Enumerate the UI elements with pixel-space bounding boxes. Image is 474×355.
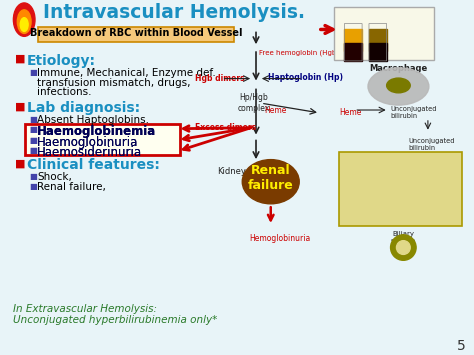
Text: Unconjugated
bilirubin: Unconjugated bilirubin (408, 137, 455, 151)
Text: ■: ■ (29, 136, 37, 144)
Ellipse shape (387, 78, 410, 93)
Text: Heme: Heme (345, 165, 367, 174)
Text: ■: ■ (15, 158, 26, 168)
Text: Hepatocyte: Hepatocyte (345, 155, 394, 164)
Text: Haemoglobinemia: Haemoglobinemia (37, 125, 156, 138)
Circle shape (396, 241, 410, 255)
Text: ■: ■ (29, 172, 37, 181)
Text: Haemosiderinuria: Haemosiderinuria (37, 146, 142, 159)
Text: Haptoglobin (Hp): Haptoglobin (Hp) (268, 73, 343, 82)
Text: Heme: Heme (339, 108, 362, 117)
Text: Renal failure,: Renal failure, (37, 182, 106, 192)
Ellipse shape (13, 3, 35, 36)
Text: Intravascular Hemolysis.: Intravascular Hemolysis. (43, 3, 305, 22)
Text: Hemoglobinuria: Hemoglobinuria (249, 234, 310, 243)
Text: Haemosiderinuria: Haemosiderinuria (37, 146, 142, 159)
Text: In Extravascular Hemolysis:: In Extravascular Hemolysis: (13, 305, 157, 315)
Bar (345, 43, 362, 61)
Text: Unconjugated hyperbilirubinemia only*: Unconjugated hyperbilirubinemia only* (13, 315, 218, 325)
Text: Hgb dimers: Hgb dimers (195, 74, 245, 83)
Text: ■: ■ (29, 136, 37, 144)
Text: Hp/Hgb
complex: Hp/Hgb complex (238, 93, 270, 113)
Text: + globin → aa: + globin → aa (359, 165, 412, 174)
Text: ■: ■ (29, 125, 37, 134)
Text: ■: ■ (15, 54, 26, 64)
FancyBboxPatch shape (339, 152, 462, 226)
Text: ■: ■ (29, 146, 37, 155)
Text: Absent Haptoglobins.: Absent Haptoglobins. (37, 115, 149, 125)
Text: Shock,: Shock, (37, 172, 72, 182)
Bar (369, 43, 387, 61)
Text: Heme: Heme (264, 106, 286, 115)
Ellipse shape (368, 68, 429, 105)
Ellipse shape (242, 160, 299, 204)
Text: Immune, Mechanical, Enzyme def.: Immune, Mechanical, Enzyme def. (37, 68, 216, 78)
Text: ■: ■ (29, 182, 37, 191)
Text: Macrophage: Macrophage (369, 64, 428, 73)
Text: Kidney: Kidney (217, 167, 246, 176)
Ellipse shape (18, 10, 31, 33)
Text: ■: ■ (29, 125, 37, 134)
Bar (369, 29, 387, 51)
Text: Excess dimers: Excess dimers (195, 123, 256, 132)
Text: Lab diagnosis:: Lab diagnosis: (27, 101, 140, 115)
Text: Porphyrin: Porphyrin (354, 187, 391, 196)
Text: Haemoglobinuria: Haemoglobinuria (37, 136, 138, 148)
Text: Unconjugated
bilirubin: Unconjugated bilirubin (391, 106, 437, 119)
Text: Free hemoglobin (Hgb): Free hemoglobin (Hgb) (259, 49, 339, 56)
Bar (345, 29, 362, 51)
Text: ■: ■ (29, 68, 37, 77)
Text: ■: ■ (29, 115, 37, 124)
Text: Conjugated
bilirubin: Conjugated bilirubin (410, 212, 448, 225)
Text: Haemoglobinemia: Haemoglobinemia (37, 125, 156, 138)
Ellipse shape (20, 18, 28, 32)
Text: Haemoglobinuria: Haemoglobinuria (37, 136, 138, 148)
Circle shape (391, 235, 416, 260)
Text: infections.: infections. (37, 87, 91, 97)
Text: ■: ■ (29, 146, 37, 155)
FancyBboxPatch shape (25, 124, 181, 155)
Text: ■: ■ (15, 101, 26, 111)
Text: Biliary
system: Biliary system (391, 231, 416, 244)
Text: Unconjugated
bilirubin: Unconjugated bilirubin (410, 185, 457, 198)
Text: Clinical features:: Clinical features: (27, 158, 160, 172)
Text: 5: 5 (457, 339, 466, 353)
Text: Renal
failure: Renal failure (248, 164, 293, 192)
Text: transfusion mismatch, drugs,: transfusion mismatch, drugs, (37, 78, 191, 88)
Text: Fe: Fe (345, 177, 353, 186)
FancyBboxPatch shape (334, 7, 434, 60)
FancyBboxPatch shape (38, 27, 235, 42)
Text: Breakdown of RBC within Blood Vessel: Breakdown of RBC within Blood Vessel (30, 27, 242, 38)
Text: Etiology:: Etiology: (27, 54, 96, 68)
